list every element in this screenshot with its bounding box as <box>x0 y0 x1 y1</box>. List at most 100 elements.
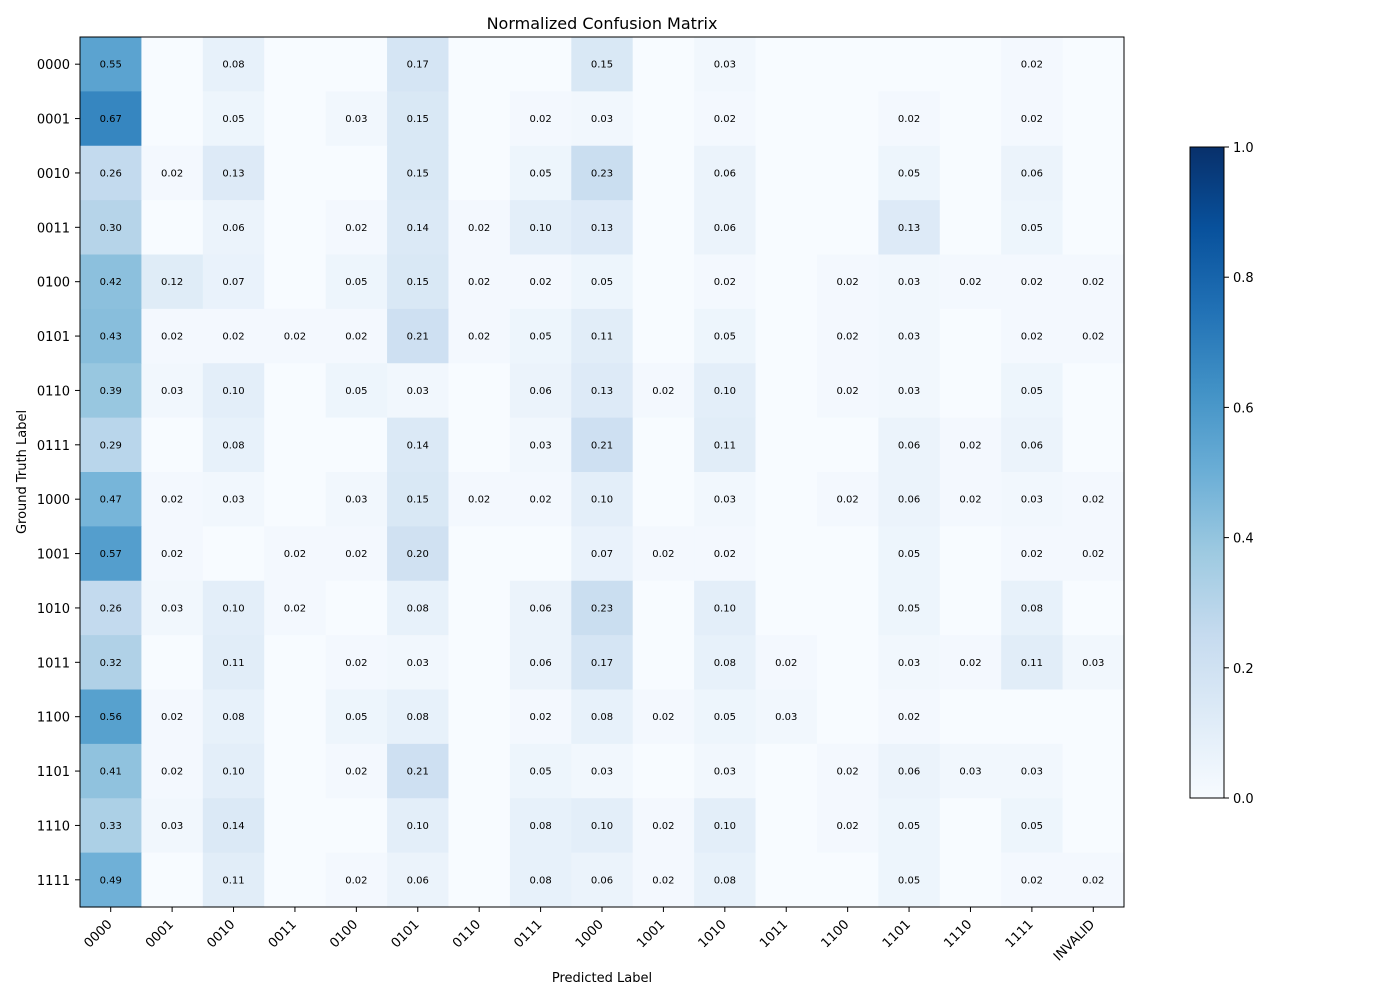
heatmap-cell <box>141 526 204 582</box>
cell-value-label: 0.05 <box>898 168 920 179</box>
heatmap-cell <box>939 526 1002 582</box>
heatmap-cell <box>141 852 204 908</box>
x-tick-label: 0001 <box>143 917 177 951</box>
cell-value-label: 0.02 <box>345 875 367 886</box>
cell-value-label: 0.05 <box>345 386 367 397</box>
heatmap-cell <box>264 472 327 527</box>
heatmap-cell <box>1001 363 1064 419</box>
y-tick-label: 0110 <box>37 384 70 399</box>
heatmap-cell <box>632 472 695 527</box>
x-tick-label: 1011 <box>757 917 791 951</box>
cell-value-label: 0.11 <box>591 332 613 343</box>
heatmap-cell <box>264 689 327 745</box>
y-tick-label: 1001 <box>37 548 70 563</box>
heatmap-cell <box>1001 37 1064 92</box>
heatmap-cell <box>325 635 388 691</box>
cell-value-label: 0.15 <box>591 60 613 71</box>
heatmap-cell <box>387 743 450 799</box>
heatmap-cell <box>1001 635 1064 691</box>
cell-value-label: 0.15 <box>407 114 429 125</box>
heatmap-cell <box>878 635 941 691</box>
colorbar-tick-label: 0.8 <box>1233 271 1254 286</box>
x-tick-label: 0100 <box>327 917 361 951</box>
cell-value-label: 0.02 <box>284 603 306 614</box>
cell-value-label: 0.02 <box>837 767 859 778</box>
cell-value-label: 0.17 <box>407 60 429 71</box>
heatmap-cell <box>448 145 511 201</box>
cell-value-label: 0.02 <box>837 821 859 832</box>
heatmap-cell <box>141 91 204 147</box>
heatmap-cell <box>387 145 450 201</box>
x-tick-label: 0011 <box>266 917 300 951</box>
heatmap-cell <box>694 635 757 691</box>
heatmap-cell <box>141 308 204 364</box>
heatmap-cell <box>816 417 879 473</box>
heatmap-cell <box>325 200 388 256</box>
cell-value-label: 0.02 <box>652 875 674 886</box>
cell-value-label: 0.14 <box>222 821 244 832</box>
heatmap-cell <box>694 689 757 745</box>
cell-value-label: 0.05 <box>898 603 920 614</box>
cell-value-label: 0.03 <box>898 658 920 669</box>
heatmap-cell <box>80 91 143 147</box>
cell-value-label: 0.06 <box>714 168 736 179</box>
heatmap-cell <box>816 798 879 854</box>
cell-value-label: 0.06 <box>898 440 920 451</box>
chart-title: Normalized Confusion Matrix <box>487 14 718 33</box>
heatmap-cell <box>571 91 634 147</box>
heatmap-cell <box>571 743 634 799</box>
heatmap-cell <box>1001 472 1064 527</box>
cell-value-label: 0.02 <box>529 277 551 288</box>
heatmap-cell <box>202 580 265 636</box>
cell-value-label: 0.39 <box>100 386 122 397</box>
cell-value-label: 0.05 <box>898 875 920 886</box>
cell-value-label: 0.42 <box>100 277 122 288</box>
heatmap-cell <box>571 37 634 92</box>
heatmap-cell <box>939 363 1002 419</box>
x-tick-label: 1110 <box>941 917 975 951</box>
x-tick-label: 1100 <box>818 917 852 951</box>
heatmap-cell <box>1001 798 1064 854</box>
cell-value-label: 0.02 <box>345 223 367 234</box>
heatmap-cell <box>264 363 327 419</box>
x-tick-label: 0111 <box>511 917 545 951</box>
cell-value-label: 0.13 <box>898 223 920 234</box>
x-axis-ticks: 0000 0001 0010 0011 0100 0101 0110 0111 1000 1001… <box>82 907 1098 964</box>
heatmap-cell <box>80 37 143 92</box>
cell-value-label: 0.02 <box>652 386 674 397</box>
cell-value-label: 0.32 <box>100 658 122 669</box>
heatmap-cell <box>509 689 572 745</box>
cell-value-label: 0.05 <box>714 712 736 723</box>
cell-value-label: 0.08 <box>407 712 429 723</box>
heatmap-cell <box>509 743 572 799</box>
heatmap-cell <box>264 37 327 92</box>
heatmap-cell <box>816 526 879 582</box>
heatmap-cell <box>816 145 879 201</box>
heatmap-cell <box>141 472 204 527</box>
heatmap-cell <box>632 308 695 364</box>
heatmap-cell <box>80 472 143 527</box>
heatmap-cell <box>202 635 265 691</box>
heatmap-cell <box>571 580 634 636</box>
cell-value-label: 0.02 <box>284 332 306 343</box>
cell-value-label: 0.21 <box>407 332 429 343</box>
heatmap-cell <box>448 254 511 310</box>
cell-value-label: 0.03 <box>591 114 613 125</box>
cell-value-label: 0.02 <box>652 821 674 832</box>
heatmap-cell <box>878 145 941 201</box>
cell-value-label: 0.03 <box>714 767 736 778</box>
cell-value-label: 0.03 <box>1082 658 1104 669</box>
heatmap-cell <box>694 417 757 473</box>
heatmap-cell <box>816 580 879 636</box>
heatmap-cell <box>1001 417 1064 473</box>
heatmap-cell <box>939 254 1002 310</box>
x-tick-label: 1001 <box>634 917 668 951</box>
cell-value-label: 0.06 <box>407 875 429 886</box>
cell-value-label: 0.08 <box>591 712 613 723</box>
heatmap-cell <box>80 308 143 364</box>
y-tick-label: 0101 <box>37 330 70 345</box>
cell-value-label: 0.08 <box>529 821 551 832</box>
cell-value-label: 0.15 <box>407 277 429 288</box>
cell-value-label: 0.02 <box>1021 277 1043 288</box>
